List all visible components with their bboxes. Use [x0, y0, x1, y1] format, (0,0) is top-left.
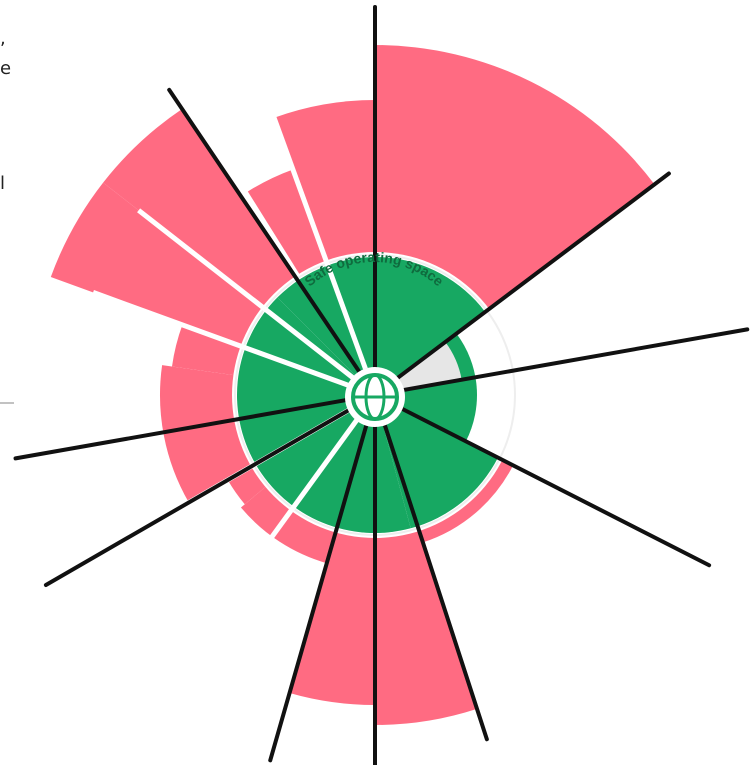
boundary-lines — [13, 5, 750, 770]
white-spoke-2 — [137, 208, 355, 380]
boundary-line-2 — [392, 171, 671, 382]
clipped-text-fragment-1: , — [0, 28, 6, 49]
boundary-line-3 — [397, 327, 750, 393]
globe-icon — [345, 367, 405, 427]
white-spoke-3 — [92, 290, 350, 388]
boundary-line-8 — [43, 405, 356, 587]
boundary-line-5 — [380, 416, 489, 742]
safe-wedge-1 — [277, 256, 486, 395]
safe-wedge-4 — [236, 297, 411, 534]
clipped-text-fragment-2: e — [0, 58, 12, 79]
white-spoke-5 — [196, 416, 361, 640]
clipped-text-fragment-3: l — [0, 173, 6, 194]
boundary-line-9 — [13, 397, 353, 461]
white-spoke-1 — [270, 112, 368, 370]
boundary-line-4 — [395, 404, 712, 568]
boundary-line-7 — [268, 417, 371, 763]
boundary-line-10 — [167, 87, 364, 377]
